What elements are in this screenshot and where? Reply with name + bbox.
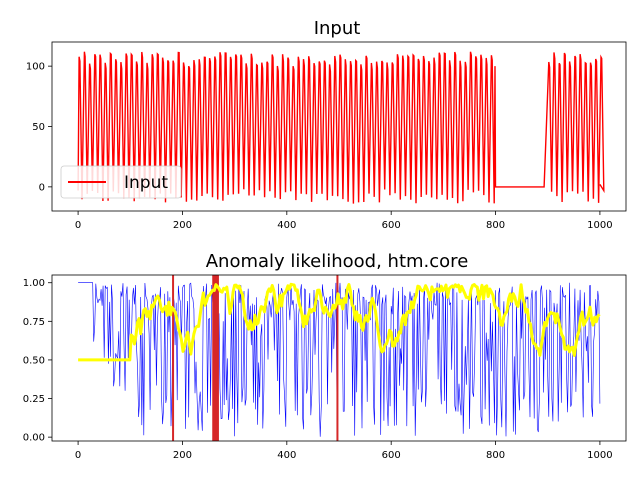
legend: Input bbox=[60, 165, 182, 199]
y-tick-label: 50 bbox=[32, 122, 45, 133]
y-tick-label: 0 bbox=[39, 182, 45, 193]
x-tick-label: 400 bbox=[277, 450, 296, 461]
x-tick-label: 1000 bbox=[587, 220, 612, 231]
plot-frame bbox=[51, 274, 627, 442]
input-series-line bbox=[77, 51, 605, 204]
likelihood-series-line bbox=[78, 282, 601, 362]
y-tick-label: 0.50 bbox=[23, 355, 45, 366]
anomaly-plot-area: 0 200 400 600 800 1000 0.00 0.25 0.50 0.75 1.00 bbox=[23, 274, 627, 461]
x-tick-label: 200 bbox=[173, 220, 192, 231]
x-tick-label: 800 bbox=[486, 220, 505, 231]
x-tick-label: 800 bbox=[486, 450, 505, 461]
anomaly-chart-title: Anomaly likelihood, htm.core bbox=[206, 251, 469, 272]
y-tick-label: 100 bbox=[26, 62, 45, 73]
x-tick-label: 600 bbox=[382, 220, 401, 231]
x-tick-label: 0 bbox=[75, 220, 81, 231]
x-tick-label: 0 bbox=[75, 450, 81, 461]
plot-frame bbox=[51, 41, 627, 212]
x-tick-label: 1000 bbox=[587, 450, 612, 461]
input-chart-title: Input bbox=[314, 18, 361, 39]
x-tick-label: 200 bbox=[173, 450, 192, 461]
x-tick-label: 400 bbox=[277, 220, 296, 231]
y-tick-label: 0.00 bbox=[23, 433, 45, 444]
legend-box bbox=[60, 165, 182, 199]
x-tick-label: 600 bbox=[382, 450, 401, 461]
y-tick-label: 0.25 bbox=[23, 394, 45, 405]
anomaly-chart: Anomaly likelihood, htm.core 0 200 400 600 8… bbox=[23, 251, 627, 461]
legend-label: Input bbox=[124, 173, 168, 193]
input-chart: Input 0 200 400 600 800 1000 0 50 100 Input bbox=[26, 18, 627, 231]
input-plot-area: 0 200 400 600 800 1000 0 50 100 Input bbox=[26, 41, 627, 231]
y-tick-label: 0.75 bbox=[23, 317, 45, 328]
y-tick-label: 1.00 bbox=[23, 278, 45, 289]
